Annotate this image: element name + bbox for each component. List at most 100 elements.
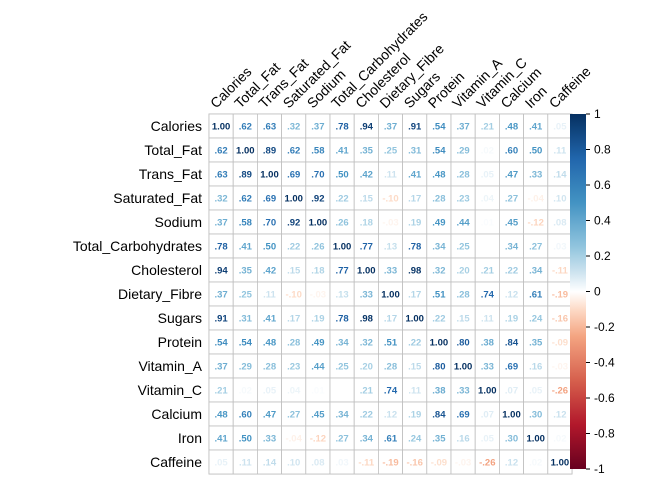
cell-value-label: 1.00 xyxy=(309,218,328,229)
cell-value-label: 1.00 xyxy=(236,146,255,157)
cell-value-label: .54 xyxy=(214,338,228,349)
cell-value-label: .80 xyxy=(432,362,445,373)
heatmap-cell xyxy=(402,281,428,307)
heatmap-cell xyxy=(281,257,307,283)
cell-value-label: .22 xyxy=(408,338,421,349)
heatmap-cell xyxy=(426,305,452,331)
cell-value-label: .05 xyxy=(529,386,543,397)
cell-value-label: .11 xyxy=(481,314,494,325)
heatmap-cell xyxy=(232,281,258,307)
cell-value-label: .27 xyxy=(287,410,300,421)
heatmap-cell xyxy=(256,233,282,259)
cell-value-label: .27 xyxy=(529,242,542,253)
cell-value-label: -.19 xyxy=(552,290,568,301)
heatmap-cell xyxy=(450,425,476,451)
heatmap-cell xyxy=(329,329,355,355)
cell-value-label: 1.00 xyxy=(333,242,352,253)
cell-value-label: .28 xyxy=(456,170,469,181)
cell-value-label: .11 xyxy=(263,290,276,301)
cell-value-label: .35 xyxy=(360,146,374,157)
cell-value-label: .29 xyxy=(239,362,252,373)
cell-value-label: .30 xyxy=(505,434,518,445)
cell-value-label: .23 xyxy=(287,362,300,373)
cell-value-label: .33 xyxy=(384,266,397,277)
heatmap-cell xyxy=(353,329,379,355)
heatmap-cell xyxy=(377,185,403,211)
heatmap-cell xyxy=(450,209,476,235)
cell-value-label: .92 xyxy=(311,194,324,205)
heatmap-cell xyxy=(329,353,355,379)
heatmap-cell xyxy=(353,113,379,139)
colorbar-legend: 1 0.8 0.6 0.4 0.2 0 -0.2 -0.4 -0.6 -0.8 -1 xyxy=(570,107,615,476)
cell-value-label: 1.00 xyxy=(284,194,303,205)
heatmap-cell xyxy=(547,281,573,307)
heatmap-cell xyxy=(329,233,355,259)
cell-value-label: .48 xyxy=(263,338,276,349)
cell-value-label: .77 xyxy=(335,266,348,277)
heatmap-cell xyxy=(208,449,234,475)
heatmap-cell xyxy=(498,329,524,355)
cell-value-label: .92 xyxy=(287,218,300,229)
cell-value-label: .02 xyxy=(481,146,494,157)
cell-value-label: .50 xyxy=(335,170,348,181)
cell-value-label: .58 xyxy=(239,218,252,229)
heatmap-cell xyxy=(498,401,524,427)
cell-value-label: .34 xyxy=(529,266,543,277)
cell-value-label: .34 xyxy=(335,338,349,349)
cell-value-label: .04 xyxy=(481,194,495,205)
cell-value-label: .41 xyxy=(214,434,228,445)
cell-value-label: .05 xyxy=(553,122,567,133)
cell-value-label: .28 xyxy=(432,194,445,205)
cell-value-label: .16 xyxy=(529,362,542,373)
heatmap-cell xyxy=(329,449,355,475)
cell-value-label: .05 xyxy=(214,458,228,469)
row-label: Calories xyxy=(151,118,202,134)
heatmap-cell xyxy=(281,137,307,163)
cell-value-label: .10 xyxy=(553,194,566,205)
heatmap-cell xyxy=(547,161,573,187)
row-label: Sodium xyxy=(155,214,202,230)
heatmap-cell xyxy=(208,185,234,211)
heatmap-cell xyxy=(305,209,331,235)
heatmap-cell xyxy=(329,425,355,451)
cell-value-label: .25 xyxy=(335,362,349,373)
colorbar-tick-label: 0.8 xyxy=(594,143,611,157)
cell-value-label: .23 xyxy=(456,194,469,205)
cell-value-label: -.26 xyxy=(479,458,495,469)
cell-value-label: .84 xyxy=(505,338,519,349)
cell-value-label: -.04 xyxy=(286,434,303,445)
heatmap-cell xyxy=(498,209,524,235)
cell-value-label: -.16 xyxy=(407,458,423,469)
cell-value-label: .11 xyxy=(408,386,421,397)
cell-value-label: .37 xyxy=(311,122,324,133)
cell-value-label: .91 xyxy=(214,314,228,325)
heatmap-cell xyxy=(426,401,452,427)
heatmap-cell xyxy=(498,257,524,283)
cell-value-label: .16 xyxy=(456,434,469,445)
cell-value-label: .77 xyxy=(360,242,373,253)
cell-value-label: .74 xyxy=(384,386,398,397)
cell-value-label: .02 xyxy=(553,434,566,445)
cell-value-label: .44 xyxy=(311,362,325,373)
cell-value-label: .41 xyxy=(408,170,422,181)
row-label: Vitamin_A xyxy=(138,358,202,374)
cell-value-label: -.09 xyxy=(552,338,568,349)
cell-value-label: -.11 xyxy=(358,458,375,469)
cell-value-label: 1.00 xyxy=(357,266,376,277)
heatmap-cell xyxy=(426,425,452,451)
cell-value-label: .22 xyxy=(432,314,445,325)
cell-value-label: .22 xyxy=(287,242,300,253)
cell-value-label: .27 xyxy=(335,434,348,445)
cell-value-label: .60 xyxy=(505,146,518,157)
row-label: Protein xyxy=(158,334,202,350)
heatmap-cell xyxy=(329,281,355,307)
cell-value-label: .48 xyxy=(432,170,445,181)
heatmap-cell xyxy=(353,401,379,427)
cell-value-label: .25 xyxy=(384,146,398,157)
cell-value-label: .20 xyxy=(360,362,373,373)
cell-value-label: .63 xyxy=(263,122,276,133)
heatmap-cell xyxy=(329,209,355,235)
cell-value-label: .02 xyxy=(529,458,542,469)
cell-value-label: .37 xyxy=(214,362,227,373)
